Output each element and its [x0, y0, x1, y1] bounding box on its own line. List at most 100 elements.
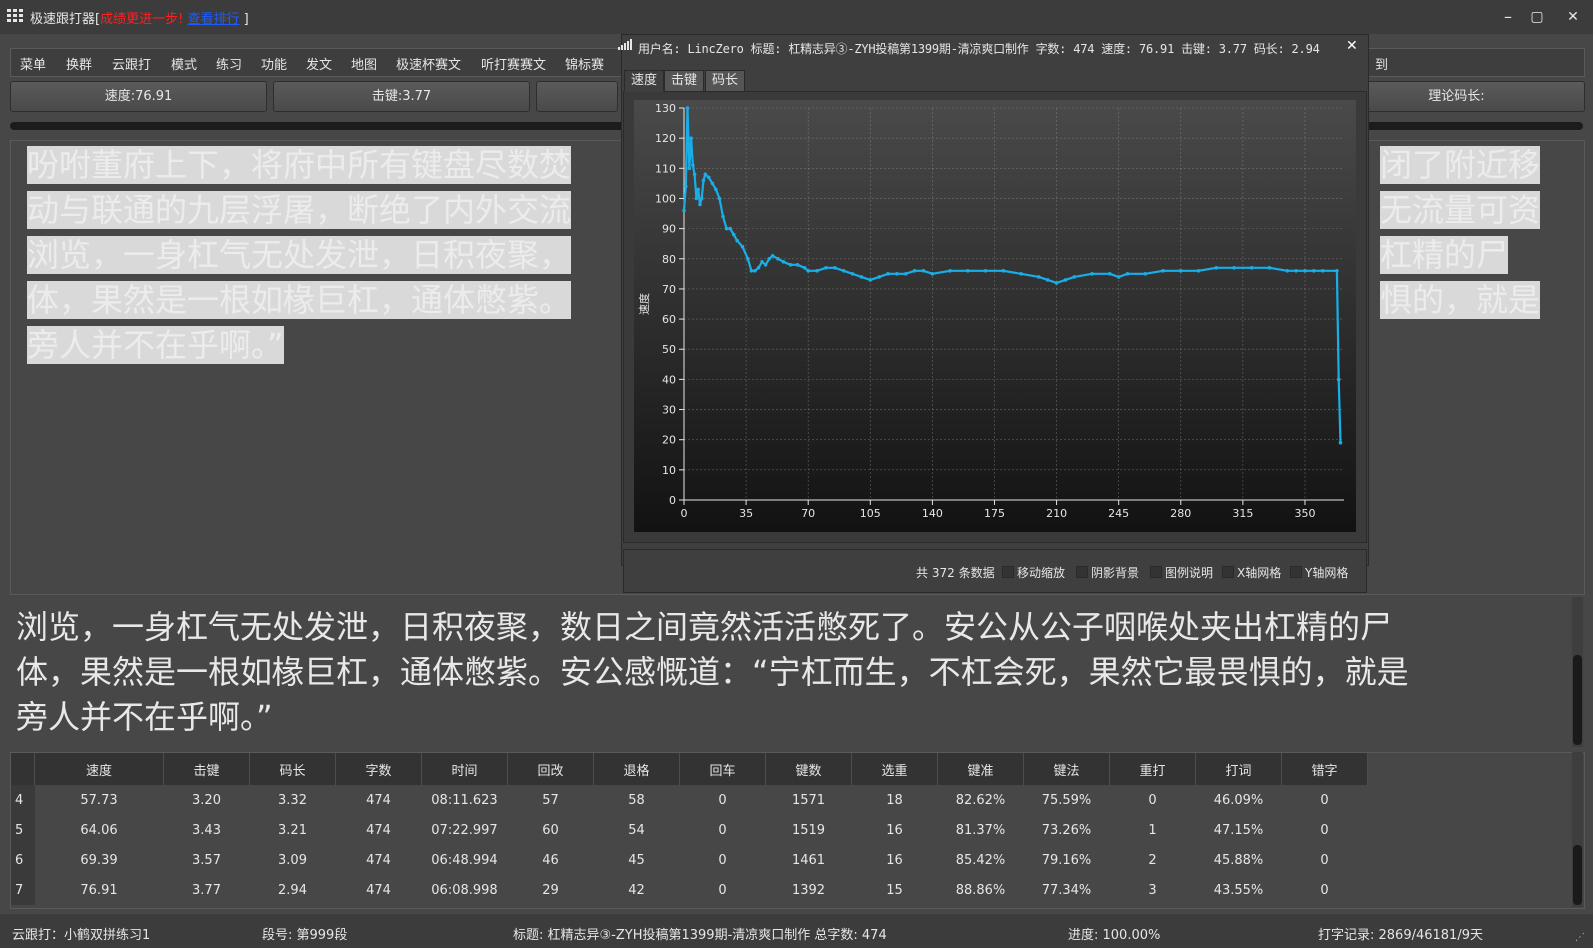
data-count-suffix: 条数据 — [958, 566, 995, 580]
option-shadow-bg[interactable]: 阴影背景 — [1076, 564, 1139, 581]
menu-championship[interactable]: 锦标赛 — [565, 58, 605, 73]
speed-data-point — [966, 269, 970, 273]
row-number: 6 — [11, 845, 35, 875]
table-scrollbar-thumb[interactable] — [1573, 845, 1582, 905]
col-keys-header[interactable]: 键数 — [765, 753, 852, 785]
tab-keystroke[interactable]: 击键 — [664, 70, 704, 92]
col-key-method-header[interactable]: 键法 — [1023, 753, 1110, 785]
table-row[interactable]: 4 57.73 3.20 3.32 474 08:11.623 57 58 0 1571 18 82.… — [11, 785, 1568, 815]
speed-data-point — [1072, 275, 1077, 279]
reference-line-right-1: 闭了附近移 — [1380, 146, 1541, 184]
y-tick-label: 100 — [655, 192, 676, 205]
view-ranking-link[interactable]: 查看排行 — [187, 12, 240, 27]
speed-stat-button[interactable]: 速度:76.91 — [10, 81, 267, 112]
speed-data-point — [682, 208, 686, 213]
x-grid-checkbox[interactable] — [1222, 566, 1234, 578]
reference-line-5: 旁人并不在乎啊。” — [27, 326, 284, 364]
move-zoom-checkbox[interactable] — [1002, 566, 1014, 578]
col-select-header[interactable]: 选重 — [851, 753, 938, 785]
col-retype-header[interactable]: 重打 — [1109, 753, 1196, 785]
input-scrollbar-thumb[interactable] — [1573, 655, 1582, 745]
grid-menu-icon[interactable] — [7, 9, 23, 23]
table-cell: 64.06 — [80, 822, 118, 838]
y-tick-label: 120 — [655, 132, 676, 145]
option-legend[interactable]: 图例说明 — [1150, 564, 1213, 581]
speed-data-point — [806, 269, 810, 273]
speed-data-point — [1045, 278, 1050, 282]
menu-function[interactable]: 功能 — [261, 58, 288, 73]
col-speed-header[interactable]: 速度 — [34, 753, 164, 785]
table-cell: 474 — [366, 792, 391, 808]
menu-cloud-follow[interactable]: 云跟打 — [112, 58, 152, 73]
menu-practice[interactable]: 练习 — [216, 58, 243, 73]
col-backspace-header[interactable]: 退格 — [593, 753, 680, 785]
tab-code-length[interactable]: 码长 — [705, 70, 745, 92]
col-chars-header[interactable]: 字数 — [335, 753, 422, 785]
option-y-grid[interactable]: Y轴网格 — [1290, 564, 1348, 581]
table-cell: 46 — [542, 852, 559, 868]
col-codelen-header[interactable]: 码长 — [249, 753, 336, 785]
speed-data-point — [1019, 272, 1023, 276]
speed-data-point — [1232, 266, 1236, 270]
menu-mode[interactable]: 模式 — [171, 58, 198, 73]
resize-grip-icon[interactable]: ⋰ — [1575, 932, 1585, 943]
col-errors-header[interactable]: 错字 — [1281, 753, 1368, 785]
legend-checkbox[interactable] — [1150, 566, 1162, 578]
y-tick-label: 80 — [662, 253, 676, 266]
menu-signin[interactable]: 到 — [1375, 58, 1389, 73]
legend-label: 图例说明 — [1165, 566, 1214, 580]
menu-switch-group[interactable]: 换群 — [66, 58, 93, 73]
close-button[interactable]: ✕ — [1567, 9, 1579, 25]
typing-input-pane[interactable]: 浏览，一身杠气无处发泄，日积夜聚，数日之间竟然活活憋死了。安公从公子咽喉处夹出杠… — [10, 597, 1570, 747]
speed-data-point — [1249, 266, 1254, 270]
table-row[interactable]: 6 69.39 3.57 3.09 474 06:48.994 46 45 0 1461 16 85.… — [11, 845, 1568, 875]
table-cell: 0 — [1320, 822, 1329, 838]
y-tick-label: 90 — [662, 223, 676, 236]
col-revise-header[interactable]: 回改 — [507, 753, 594, 785]
menu-send-text[interactable]: 发文 — [306, 58, 333, 73]
col-enter-header[interactable]: 回车 — [679, 753, 766, 785]
col-key-accuracy-header[interactable]: 键准 — [937, 753, 1024, 785]
table-row-filler — [1368, 845, 1569, 875]
reference-line-3: 浏览，一身杠气无处发泄，日积夜聚， — [27, 236, 572, 274]
speed-data-point — [1214, 266, 1219, 270]
table-row[interactable]: 5 64.06 3.43 3.21 474 07:22.997 60 54 0 1519 16 81.… — [11, 815, 1568, 845]
menu-map[interactable]: 地图 — [351, 58, 378, 73]
speed-line-chart[interactable]: 0 35 70 105 140 175 210 245 280 315 350 0 10 20 30 40 50… — [634, 100, 1356, 532]
speed-data-point — [802, 266, 807, 270]
speed-data-point — [760, 260, 764, 264]
keystroke-stat-button[interactable]: 击键:3.77 — [273, 81, 530, 112]
table-cell: 29 — [542, 882, 559, 898]
speed-data-point — [714, 187, 718, 192]
table-scrollbar[interactable] — [1572, 752, 1583, 907]
table-row[interactable]: 7 76.91 3.77 2.94 474 06:08.998 29 42 0 1392 15 88.… — [11, 875, 1568, 905]
table-cell: 0 — [718, 882, 727, 898]
maximize-button[interactable]: ▢ — [1530, 9, 1544, 25]
speed-data-point — [904, 272, 908, 276]
shadow-bg-checkbox[interactable] — [1076, 566, 1088, 578]
table-cell: 08:11.623 — [431, 792, 498, 808]
status-cloud-follow: 云跟打：小鹤双拼练习1 — [12, 928, 151, 943]
minimize-button[interactable]: – — [1504, 7, 1512, 26]
menu-speed-cup[interactable]: 极速杯赛文 — [396, 58, 462, 73]
theory-code-length-button[interactable]: 理论码长: — [1328, 81, 1585, 112]
y-grid-checkbox[interactable] — [1290, 566, 1302, 578]
col-word-rate-header[interactable]: 打词 — [1195, 753, 1282, 785]
dialog-close-button[interactable]: ✕ — [1346, 38, 1358, 54]
tab-speed[interactable]: 速度 — [624, 70, 664, 92]
col-keystroke-header[interactable]: 击键 — [163, 753, 250, 785]
table-cell: 3.20 — [192, 792, 221, 808]
table-cell: 57.73 — [80, 792, 118, 808]
speed-data-point — [1267, 266, 1272, 270]
option-move-zoom[interactable]: 移动缩放 — [1002, 564, 1065, 581]
option-x-grid[interactable]: X轴网格 — [1222, 564, 1281, 581]
menu-listening-contest[interactable]: 听打赛赛文 — [481, 58, 547, 73]
speed-data-point — [717, 196, 722, 201]
speed-data-point — [886, 272, 890, 276]
x-tick-label: 0 — [681, 507, 688, 520]
codelen-stat-button[interactable] — [536, 81, 618, 112]
menu-main[interactable]: 菜单 — [20, 58, 47, 73]
col-time-header[interactable]: 时间 — [421, 753, 508, 785]
speed-data-point — [1338, 440, 1343, 445]
speed-data-point — [1037, 275, 1041, 279]
